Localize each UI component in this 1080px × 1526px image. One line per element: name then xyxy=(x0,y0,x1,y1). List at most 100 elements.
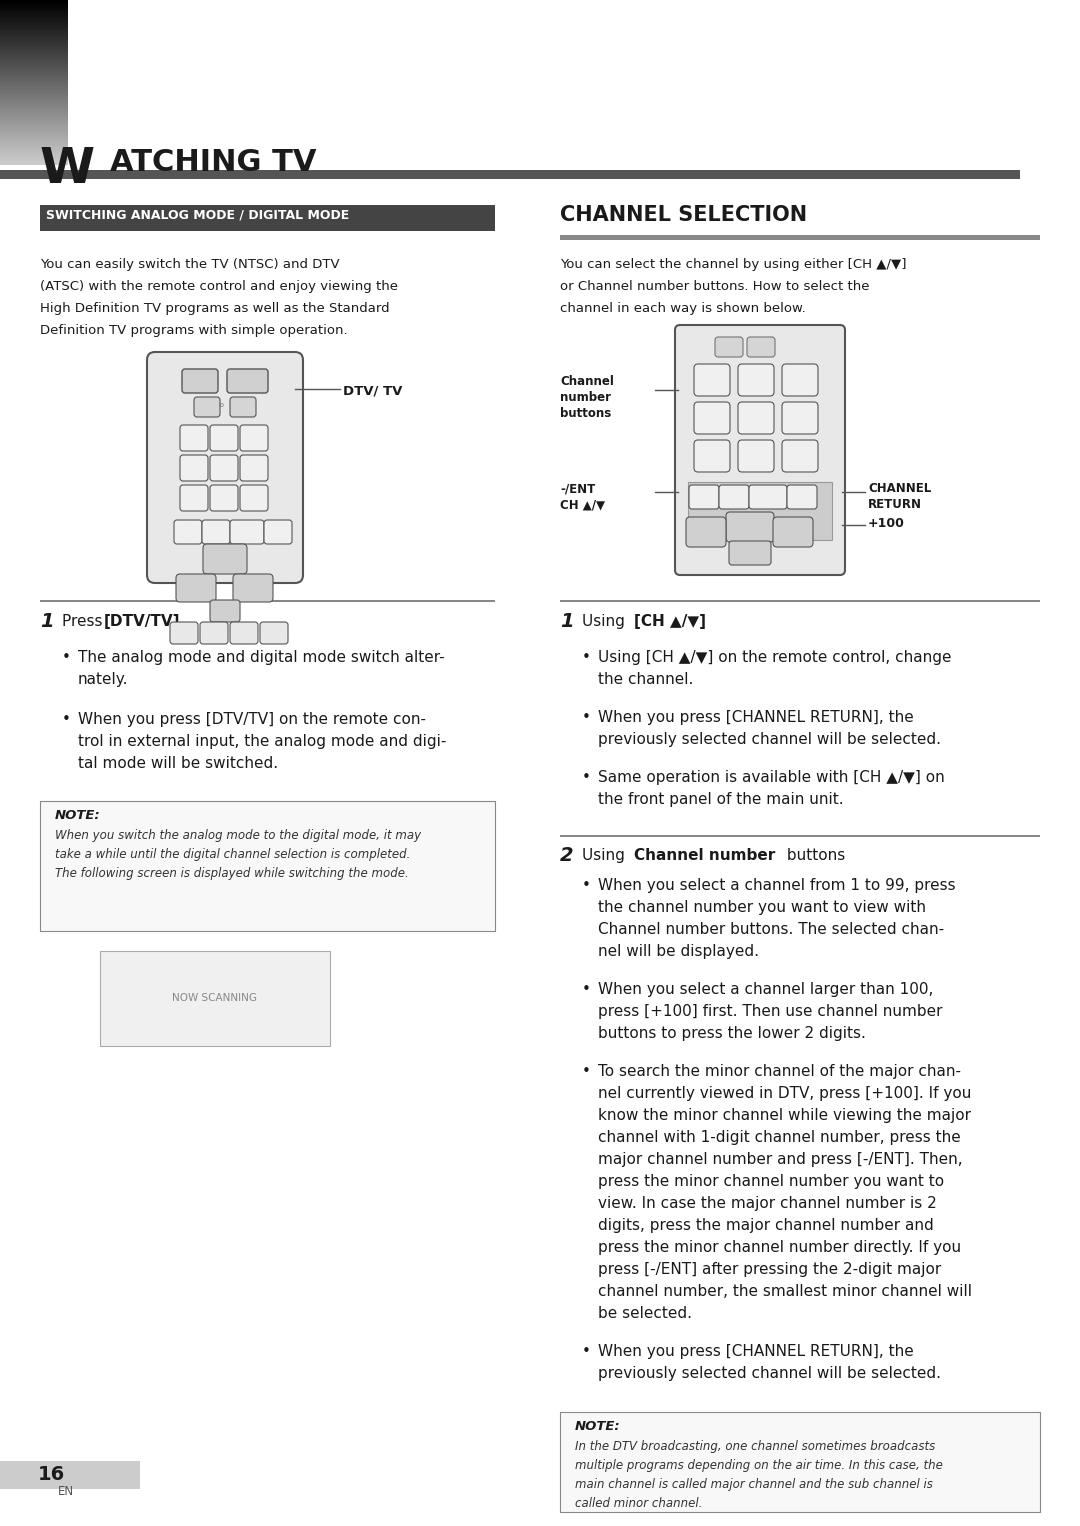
FancyBboxPatch shape xyxy=(210,600,240,623)
Text: •: • xyxy=(582,650,591,665)
FancyBboxPatch shape xyxy=(686,517,726,546)
Text: the front panel of the main unit.: the front panel of the main unit. xyxy=(598,792,843,807)
FancyBboxPatch shape xyxy=(210,426,238,452)
Text: or Channel number buttons. How to select the: or Channel number buttons. How to select… xyxy=(561,279,869,293)
Text: press [-/ENT] after pressing the 2-digit major: press [-/ENT] after pressing the 2-digit… xyxy=(598,1262,942,1277)
Text: AUDIO: AUDIO xyxy=(723,342,738,346)
Text: digits, press the major channel number and: digits, press the major channel number a… xyxy=(598,1218,934,1233)
Text: -ENT: -ENT xyxy=(179,525,191,530)
Text: 9: 9 xyxy=(796,452,804,461)
FancyBboxPatch shape xyxy=(180,485,208,511)
Text: buttons: buttons xyxy=(782,848,846,864)
Text: INFO: INFO xyxy=(753,342,765,346)
Text: take a while until the digital channel selection is completed.: take a while until the digital channel s… xyxy=(55,848,410,861)
Text: 3: 3 xyxy=(251,433,257,443)
Text: DTV/ TV: DTV/ TV xyxy=(343,385,403,398)
Text: view. In case the major channel number is 2: view. In case the major channel number i… xyxy=(598,1196,936,1212)
FancyBboxPatch shape xyxy=(750,485,787,510)
Text: (ATSC) with the remote control and enjoy viewing the: (ATSC) with the remote control and enjoy… xyxy=(40,279,399,293)
Text: press [+100] first. Then use channel number: press [+100] first. Then use channel num… xyxy=(598,1004,943,1019)
Text: 5: 5 xyxy=(753,414,759,423)
Text: CHANNEL
RETURN: CHANNEL RETURN xyxy=(268,525,287,534)
Text: channel with 1-digit channel number, press the: channel with 1-digit channel number, pre… xyxy=(598,1129,961,1144)
Text: INFO: INFO xyxy=(235,403,248,407)
Text: multiple programs depending on the air time. In this case, the: multiple programs depending on the air t… xyxy=(575,1459,943,1473)
Text: 7: 7 xyxy=(191,493,198,504)
Text: Press: Press xyxy=(62,613,107,629)
Bar xyxy=(0,169,1020,179)
FancyBboxPatch shape xyxy=(738,365,774,397)
Text: Same operation is available with [CH ▲/▼] on: Same operation is available with [CH ▲/▼… xyxy=(598,771,945,784)
FancyBboxPatch shape xyxy=(729,542,771,565)
Text: 4: 4 xyxy=(708,414,716,423)
Text: SWITCHING ANALOG MODE / DIGITAL MODE: SWITCHING ANALOG MODE / DIGITAL MODE xyxy=(46,208,349,221)
FancyBboxPatch shape xyxy=(176,574,216,601)
Text: 0: 0 xyxy=(731,491,737,502)
FancyBboxPatch shape xyxy=(240,455,268,481)
Text: SLEEP: SLEEP xyxy=(238,629,251,632)
FancyBboxPatch shape xyxy=(747,337,775,357)
Text: nately.: nately. xyxy=(78,671,129,687)
Text: When you press [DTV/TV] on the remote con-: When you press [DTV/TV] on the remote co… xyxy=(78,713,426,726)
Text: 5: 5 xyxy=(221,462,227,473)
Text: •: • xyxy=(62,713,71,726)
Text: ▼: ▼ xyxy=(746,548,753,557)
FancyBboxPatch shape xyxy=(773,517,813,546)
Text: previously selected channel will be selected.: previously selected channel will be sele… xyxy=(598,1366,941,1381)
Text: To search the minor channel of the major chan-: To search the minor channel of the major… xyxy=(598,1064,961,1079)
Text: VOL▵: VOL▵ xyxy=(244,583,261,589)
Text: When you switch the analog mode to the digital mode, it may: When you switch the analog mode to the d… xyxy=(55,829,421,842)
FancyBboxPatch shape xyxy=(230,520,264,543)
Text: 16: 16 xyxy=(38,1465,65,1483)
Text: CHANNEL
RETURN: CHANNEL RETURN xyxy=(791,490,811,499)
Text: called minor channel.: called minor channel. xyxy=(575,1497,702,1511)
FancyBboxPatch shape xyxy=(782,401,818,433)
Text: Channel
number
buttons: Channel number buttons xyxy=(561,375,613,420)
Text: •: • xyxy=(582,1344,591,1360)
FancyBboxPatch shape xyxy=(202,520,230,543)
Bar xyxy=(688,482,832,540)
Text: main channel is called major channel and the sub channel is: main channel is called major channel and… xyxy=(575,1479,933,1491)
Text: 4: 4 xyxy=(191,462,197,473)
FancyBboxPatch shape xyxy=(787,485,816,510)
Text: trol in external input, the analog mode and digi-: trol in external input, the analog mode … xyxy=(78,734,446,749)
Text: [CH ▲/▼]: [CH ▲/▼] xyxy=(634,613,706,629)
FancyBboxPatch shape xyxy=(174,520,202,543)
FancyBboxPatch shape xyxy=(264,520,292,543)
FancyBboxPatch shape xyxy=(260,623,288,644)
FancyBboxPatch shape xyxy=(782,439,818,472)
Text: The analog mode and digital mode switch alter-: The analog mode and digital mode switch … xyxy=(78,650,445,665)
FancyBboxPatch shape xyxy=(694,365,730,397)
Text: nel will be displayed.: nel will be displayed. xyxy=(598,945,759,958)
FancyBboxPatch shape xyxy=(170,623,198,644)
Text: -/ENT: -/ENT xyxy=(561,482,595,494)
Text: Using: Using xyxy=(582,613,630,629)
Text: CH ▲/▼: CH ▲/▼ xyxy=(561,497,605,511)
Text: NOTE:: NOTE: xyxy=(55,809,100,823)
FancyBboxPatch shape xyxy=(233,574,273,601)
Text: 6: 6 xyxy=(797,414,804,423)
Text: 8: 8 xyxy=(221,493,227,504)
FancyBboxPatch shape xyxy=(738,401,774,433)
FancyBboxPatch shape xyxy=(180,426,208,452)
Text: Channel number buttons. The selected chan-: Channel number buttons. The selected cha… xyxy=(598,922,944,937)
Text: +100: +100 xyxy=(754,490,773,496)
FancyBboxPatch shape xyxy=(726,513,774,542)
Text: channel number, the smallest minor channel will: channel number, the smallest minor chann… xyxy=(598,1283,972,1299)
Text: nel currently viewed in DTV, press [+100]. If you: nel currently viewed in DTV, press [+100… xyxy=(598,1087,971,1100)
FancyBboxPatch shape xyxy=(227,369,268,394)
Text: previously selected channel will be selected.: previously selected channel will be sele… xyxy=(598,732,941,748)
Text: ATCHING TV: ATCHING TV xyxy=(110,148,316,177)
Text: Using [CH ▲/▼] on the remote control, change: Using [CH ▲/▼] on the remote control, ch… xyxy=(598,650,951,665)
Text: CHANNEL SELECTION: CHANNEL SELECTION xyxy=(561,204,807,224)
FancyBboxPatch shape xyxy=(180,455,208,481)
Bar xyxy=(40,801,495,931)
Text: •: • xyxy=(582,771,591,784)
Text: 8: 8 xyxy=(753,452,759,461)
Text: CHANNEL
RETURN: CHANNEL RETURN xyxy=(868,482,931,511)
Text: +100: +100 xyxy=(237,525,253,530)
FancyBboxPatch shape xyxy=(210,485,238,511)
Text: 1: 1 xyxy=(191,433,197,443)
Text: INPUT
SELECT: INPUT SELECT xyxy=(206,629,221,636)
Text: •: • xyxy=(62,650,71,665)
